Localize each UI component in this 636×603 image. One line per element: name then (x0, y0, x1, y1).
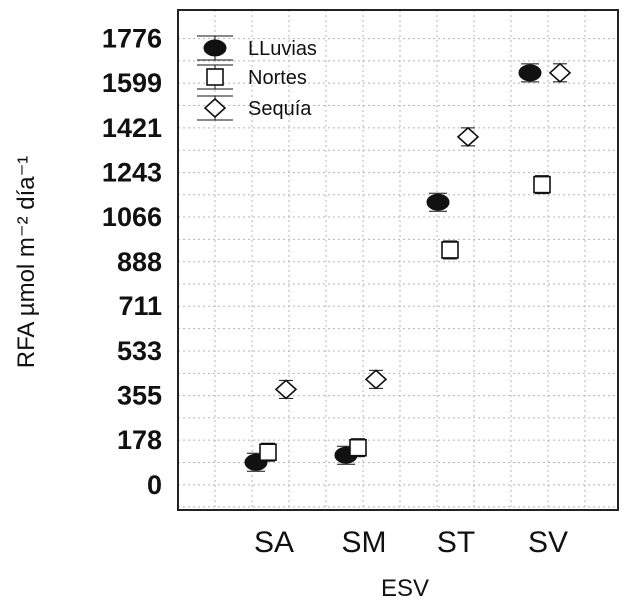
y-tick-label: 1066 (102, 202, 162, 232)
data-point-sequía (364, 369, 388, 390)
y-tick-label: 711 (118, 291, 162, 321)
x-axis-label: ESV (381, 575, 429, 602)
grid (178, 10, 618, 510)
data-point-nortes (441, 241, 459, 259)
data-point-lluvias (426, 193, 450, 211)
x-category-label: SM (342, 526, 387, 559)
plot-frame (177, 9, 619, 511)
x-category-label: ST (437, 526, 475, 559)
data-point-lluvias (518, 64, 542, 82)
x-category-label: SA (254, 526, 294, 559)
y-axis-label: RFA µmol m⁻² día⁻¹ (13, 156, 40, 369)
y-tick-label: 1776 (102, 24, 162, 54)
y-tick-label: 355 (117, 381, 162, 411)
legend: LLuvias Nortes Sequía (197, 35, 317, 121)
data-point-sequía (456, 126, 480, 147)
data-point-nortes (533, 175, 551, 194)
x-axis: SA SM ST SV (254, 526, 568, 559)
data-point-nortes (349, 438, 367, 457)
data-point-sequía (274, 379, 298, 400)
data-point-sequía (548, 62, 572, 83)
y-tick-label: 1599 (102, 68, 162, 98)
data-points (244, 62, 572, 472)
x-category-label: SV (528, 526, 568, 559)
legend-marker-lluvias (203, 39, 227, 57)
y-tick-label: 178 (117, 425, 162, 455)
y-tick-label: 1243 (102, 158, 162, 188)
legend-label: Sequía (248, 98, 312, 120)
legend-label: Nortes (248, 67, 307, 89)
data-point-nortes (259, 443, 277, 462)
legend-label: LLuvias (248, 38, 317, 60)
y-tick-label: 888 (117, 247, 162, 277)
y-tick-label: 1421 (102, 113, 162, 143)
legend-marker-sequía (203, 97, 227, 119)
legend-marker-nortes (206, 68, 224, 86)
y-axis: 0 178 355 533 711 888 1066 1243 1421 1599 1776 (102, 24, 162, 500)
y-tick-label: 533 (117, 336, 162, 366)
y-tick-label: 0 (147, 470, 162, 500)
